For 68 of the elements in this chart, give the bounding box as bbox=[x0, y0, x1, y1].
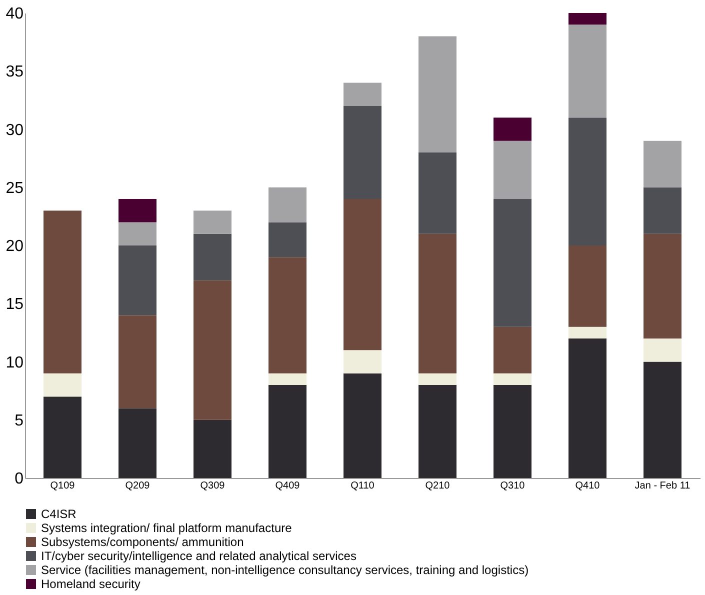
x-tick-label: Q110 bbox=[350, 480, 375, 492]
bar bbox=[44, 373, 82, 397]
y-tick-label: 15 bbox=[6, 296, 24, 314]
bar bbox=[118, 408, 156, 478]
bar bbox=[494, 326, 532, 374]
x-tick-label: Q409 bbox=[275, 480, 300, 492]
x-tick-label: Q209 bbox=[125, 480, 150, 492]
bar bbox=[118, 246, 156, 316]
legend-label: Subsystems/components/ ammunition bbox=[41, 535, 244, 549]
bar bbox=[268, 187, 306, 222]
bar bbox=[268, 222, 306, 258]
bar bbox=[568, 326, 606, 338]
bar bbox=[118, 199, 156, 222]
bar bbox=[644, 187, 682, 234]
bar bbox=[644, 362, 682, 478]
legend-label: Homeland security bbox=[41, 577, 140, 591]
bar bbox=[344, 350, 382, 374]
bar bbox=[644, 234, 682, 338]
bar bbox=[344, 373, 382, 478]
x-tick-label: Q309 bbox=[200, 480, 226, 492]
bar bbox=[344, 82, 382, 106]
bar bbox=[268, 385, 306, 478]
legend-label: Systems integration/ final platform manufacture bbox=[41, 521, 292, 535]
bar bbox=[568, 246, 606, 327]
bar bbox=[494, 199, 532, 327]
x-tick-label: Q310 bbox=[500, 480, 526, 492]
bar bbox=[494, 140, 532, 199]
y-tick-label: 20 bbox=[6, 238, 24, 255]
bar bbox=[568, 13, 606, 25]
bar bbox=[344, 199, 382, 350]
bar bbox=[568, 118, 606, 246]
bar bbox=[194, 420, 232, 478]
bar bbox=[644, 140, 682, 188]
bar bbox=[418, 234, 456, 374]
bar bbox=[418, 385, 456, 478]
bar bbox=[494, 118, 532, 141]
bar bbox=[494, 385, 532, 478]
bar bbox=[118, 222, 156, 246]
bar bbox=[418, 36, 456, 152]
y-tick-label: 40 bbox=[6, 6, 24, 22]
bar bbox=[568, 338, 606, 478]
bar bbox=[568, 24, 606, 118]
x-tick-label: Q210 bbox=[425, 480, 450, 492]
bar bbox=[268, 257, 306, 374]
bar bbox=[418, 373, 456, 385]
legend-label: C4ISR bbox=[41, 507, 77, 521]
bar bbox=[344, 106, 382, 199]
y-tick-label: 30 bbox=[6, 122, 24, 139]
bar bbox=[44, 210, 82, 374]
bar bbox=[194, 280, 232, 420]
y-tick-label: 25 bbox=[6, 180, 24, 197]
y-tick-label: 0 bbox=[14, 470, 24, 488]
legend-label: IT/cyber security/intelligence and related analytical services bbox=[41, 549, 356, 563]
x-tick-label: Q410 bbox=[575, 480, 600, 492]
legend-label: Service (facilities management, non-intelligence consultancy services, training and logistics) bbox=[41, 563, 529, 577]
bar bbox=[118, 315, 156, 408]
bar bbox=[418, 152, 456, 234]
bar bbox=[194, 234, 232, 280]
x-tick-label: Q109 bbox=[50, 480, 76, 492]
bar bbox=[494, 373, 532, 385]
bar bbox=[268, 373, 306, 385]
bar bbox=[194, 210, 232, 234]
y-tick-label: 5 bbox=[14, 412, 24, 430]
y-tick-label: 10 bbox=[6, 354, 24, 372]
bar bbox=[644, 338, 682, 362]
x-tick-label: Jan - Feb 11 bbox=[634, 480, 691, 492]
y-tick-label: 35 bbox=[6, 64, 24, 81]
bar bbox=[44, 396, 82, 478]
